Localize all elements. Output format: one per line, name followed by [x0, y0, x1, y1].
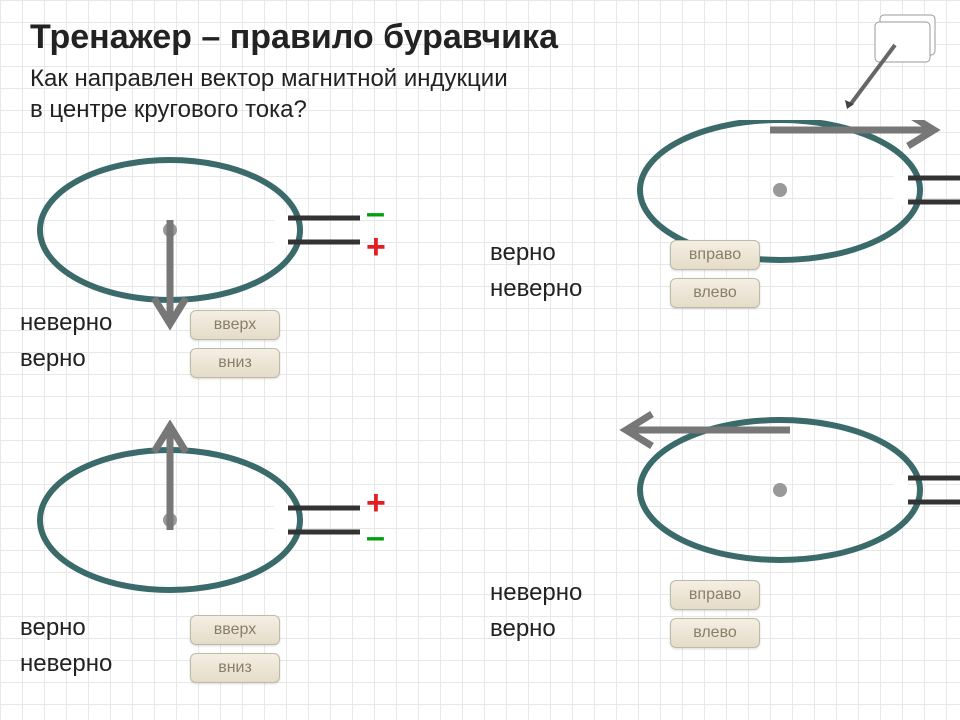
answer-buttons: вправо влево	[670, 240, 760, 308]
sign-bottom: +	[366, 230, 386, 264]
loop-diagram-icon	[480, 410, 960, 710]
label-line1: неверно	[20, 305, 112, 341]
label-line1: верно	[20, 610, 112, 646]
sign-bottom: –	[366, 520, 385, 554]
label-line2: неверно	[20, 646, 112, 682]
pencil-decoration-icon	[820, 10, 940, 110]
page-title: Тренажер – правило буравчика	[30, 18, 930, 57]
answer-labels: верно неверно	[490, 235, 582, 307]
label-line1: верно	[490, 235, 582, 271]
quad-top-left: – + неверно верно вверх вниз	[0, 150, 480, 450]
btn-right[interactable]: вправо	[670, 580, 760, 610]
page-subtitle: Как направлен вектор магнитной индукции …	[30, 63, 930, 125]
answer-buttons: вправо влево	[670, 580, 760, 648]
btn-down[interactable]: вниз	[190, 653, 280, 683]
sign-top: +	[366, 486, 386, 520]
loop-diagram-icon	[0, 150, 480, 450]
btn-up[interactable]: вверх	[190, 310, 280, 340]
label-line2: верно	[490, 611, 582, 647]
label-line2: верно	[20, 341, 112, 377]
answer-buttons: вверх вниз	[190, 310, 280, 378]
btn-left[interactable]: влево	[670, 278, 760, 308]
answer-labels: верно неверно	[20, 610, 112, 682]
label-line2: неверно	[490, 271, 582, 307]
sign-top: –	[366, 196, 385, 230]
answer-buttons: вверх вниз	[190, 615, 280, 683]
btn-right[interactable]: вправо	[670, 240, 760, 270]
btn-up[interactable]: вверх	[190, 615, 280, 645]
header: Тренажер – правило буравчика Как направл…	[0, 0, 960, 131]
quad-bottom-left: + – верно неверно вверх вниз	[0, 420, 480, 720]
label-line1: неверно	[490, 575, 582, 611]
answer-labels: неверно верно	[20, 305, 112, 377]
answer-labels: неверно верно	[490, 575, 582, 647]
btn-down[interactable]: вниз	[190, 348, 280, 378]
quad-bottom-right: – + неверно верно вправовлево	[480, 410, 960, 710]
quad-top-right: + – верно неверно вправовлево	[480, 120, 960, 420]
btn-left[interactable]: влево	[670, 618, 760, 648]
